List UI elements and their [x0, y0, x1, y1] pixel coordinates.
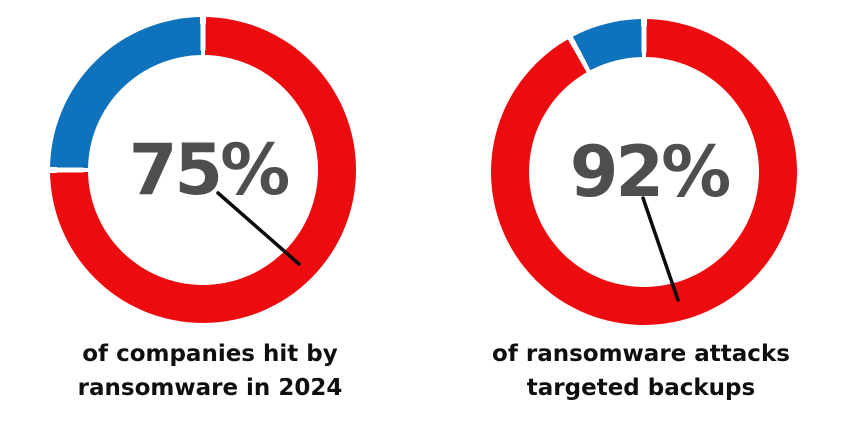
donut-chart-companies-hit: 75%: [50, 17, 356, 323]
caption-companies-hit: of companies hit by ransomware in 2024: [40, 337, 380, 405]
donut-chart-backups-targeted: 92%: [491, 19, 797, 325]
percent-value-backups-targeted: 92%: [569, 131, 732, 213]
caption-line: of companies hit by: [82, 341, 338, 367]
caption-line: targeted backups: [526, 375, 756, 401]
percent-value-companies-hit: 75%: [128, 129, 291, 211]
caption-backups-targeted: of ransomware attacks targeted backups: [471, 337, 811, 405]
caption-line: of ransomware attacks: [492, 341, 790, 367]
donut-ring-companies-hit: [50, 17, 356, 323]
caption-line: ransomware in 2024: [77, 375, 343, 401]
